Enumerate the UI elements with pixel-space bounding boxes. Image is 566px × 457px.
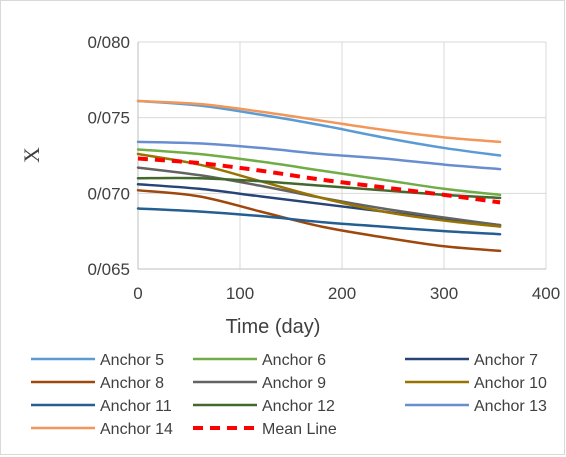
x-tick-label: 100 — [226, 284, 254, 303]
x-tick-label: 0 — [133, 284, 142, 303]
series-line-anchor-7 — [136, 183, 502, 227]
legend-label-anchor-8: Anchor 8 — [100, 375, 164, 392]
legend: Anchor 5 Anchor 6 Anchor 7 Anchor 8 Anchor 9… — [31, 352, 547, 438]
legend-label-anchor-7: Anchor 7 — [474, 352, 538, 369]
series-line-anchor-11 — [136, 207, 502, 236]
series-line-anchor-6 — [136, 148, 502, 197]
x-tick-label: 200 — [328, 284, 356, 303]
series-line-anchor-8 — [136, 189, 502, 253]
x-tick-label: 300 — [430, 284, 458, 303]
legend-label-anchor-10: Anchor 10 — [474, 375, 547, 392]
legend-label-anchor-6: Anchor 6 — [262, 352, 326, 369]
y-tick-label: 0/065 — [87, 260, 130, 279]
series-line-anchor-13 — [136, 140, 502, 171]
legend-label-anchor-13: Anchor 13 — [474, 398, 547, 415]
tick-labels: 0/065 0/070 0/075 0/080 0 100 200 300 400 — [87, 33, 560, 303]
series-line-mean-line — [137, 156, 501, 205]
y-tick-label: 0/075 — [87, 109, 130, 128]
y-tick-label: 0/080 — [87, 33, 130, 52]
legend-label-anchor-9: Anchor 9 — [262, 375, 326, 392]
series-lines — [136, 99, 502, 253]
legend-label-mean-line: Mean Line — [262, 421, 337, 438]
series-line-anchor-5 — [136, 99, 502, 157]
y-tick-label: 0/070 — [87, 184, 130, 203]
legend-label-anchor-14: Anchor 14 — [100, 421, 173, 438]
x-tick-label: 400 — [532, 284, 560, 303]
legend-label-anchor-12: Anchor 12 — [262, 398, 335, 415]
series-line-anchor-14 — [136, 99, 502, 144]
legend-label-anchor-5: Anchor 5 — [100, 352, 164, 369]
legend-label-anchor-11: Anchor 11 — [100, 398, 172, 415]
y-axis-title: X — [19, 147, 44, 163]
x-axis-title: Time (day) — [226, 316, 321, 338]
axes — [137, 42, 546, 270]
series-line-anchor-10 — [136, 152, 502, 228]
